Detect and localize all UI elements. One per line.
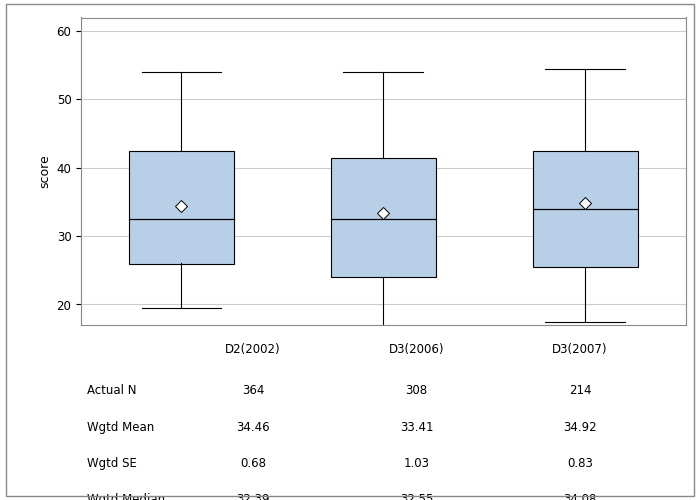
Text: 34.46: 34.46 [237,421,270,434]
Text: Wgtd SE: Wgtd SE [87,457,136,470]
Y-axis label: score: score [38,154,51,188]
Text: 32.55: 32.55 [400,494,433,500]
Text: Wgtd Mean: Wgtd Mean [87,421,154,434]
Text: 364: 364 [242,384,265,398]
Text: 308: 308 [405,384,428,398]
Bar [129,150,234,264]
Text: D2(2002): D2(2002) [225,343,281,356]
Text: 34.92: 34.92 [564,421,597,434]
Bar [533,150,638,267]
Text: 34.08: 34.08 [564,494,596,500]
Bar [331,158,435,277]
Text: 0.68: 0.68 [240,457,266,470]
Text: 32.39: 32.39 [237,494,270,500]
Text: 33.41: 33.41 [400,421,433,434]
Text: 0.83: 0.83 [567,457,593,470]
Text: 214: 214 [569,384,591,398]
Text: Wgtd Median: Wgtd Median [87,494,164,500]
Text: D3(2007): D3(2007) [552,343,608,356]
Text: 1.03: 1.03 [404,457,430,470]
Text: D3(2006): D3(2006) [389,343,444,356]
Text: Actual N: Actual N [87,384,136,398]
